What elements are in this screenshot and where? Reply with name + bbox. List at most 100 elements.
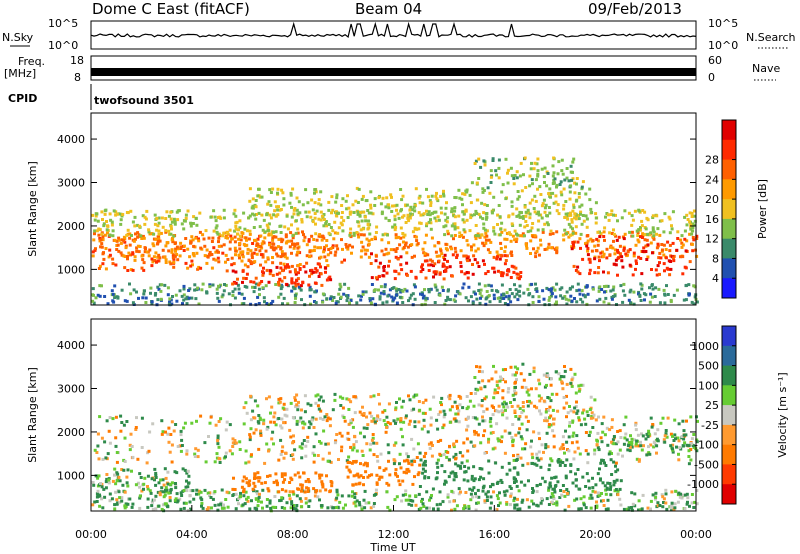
heatmap-cell bbox=[164, 261, 168, 264]
heatmap-cell bbox=[424, 276, 428, 280]
heatmap-cell bbox=[392, 458, 396, 462]
heatmap-cell bbox=[179, 433, 183, 437]
heatmap-cell bbox=[618, 448, 622, 452]
heatmap-cell bbox=[124, 502, 128, 506]
heatmap-cell bbox=[250, 453, 253, 457]
heatmap-cell bbox=[635, 262, 638, 265]
power-colorbar-label: Power [dB] bbox=[756, 179, 769, 239]
heatmap-cell bbox=[570, 378, 574, 382]
heatmap-cell bbox=[547, 396, 551, 400]
heatmap-cell bbox=[100, 436, 104, 440]
heatmap-cell bbox=[687, 455, 691, 458]
heatmap-cell bbox=[572, 157, 576, 161]
heatmap-cell bbox=[632, 290, 636, 294]
heatmap-cell bbox=[147, 449, 151, 453]
heatmap-cell bbox=[388, 422, 392, 426]
heatmap-cell bbox=[281, 238, 285, 242]
heatmap-cell bbox=[385, 415, 389, 419]
heatmap-cell bbox=[258, 418, 262, 422]
heatmap-cell bbox=[535, 463, 539, 467]
heatmap-cell bbox=[544, 416, 548, 420]
heatmap-cell bbox=[653, 432, 657, 436]
heatmap-cell bbox=[530, 439, 533, 443]
colorbar-segment bbox=[722, 365, 736, 386]
heatmap-cell bbox=[311, 220, 315, 224]
heatmap-cell bbox=[515, 378, 518, 382]
heatmap-cell bbox=[277, 283, 281, 287]
heatmap-cell bbox=[256, 499, 260, 503]
heatmap-cell bbox=[319, 246, 323, 250]
heatmap-cell bbox=[187, 474, 191, 478]
heatmap-cell bbox=[308, 255, 311, 259]
heatmap-cell bbox=[616, 452, 620, 456]
heatmap-cell bbox=[602, 285, 606, 288]
heatmap-cell bbox=[230, 263, 234, 267]
heatmap-cell bbox=[576, 409, 580, 413]
heatmap-cell bbox=[511, 224, 515, 227]
heatmap-cell bbox=[293, 207, 297, 210]
heatmap-cell bbox=[622, 507, 626, 511]
heatmap-cell bbox=[491, 447, 495, 451]
heatmap-cell bbox=[185, 295, 189, 299]
heatmap-cell bbox=[537, 431, 541, 435]
heatmap-cell bbox=[128, 282, 131, 286]
heatmap-cell bbox=[521, 463, 525, 467]
heatmap-cell bbox=[536, 157, 540, 161]
heatmap-cell bbox=[190, 259, 194, 263]
heatmap-cell bbox=[152, 244, 156, 248]
heatmap-cell bbox=[111, 479, 115, 483]
heatmap-cell bbox=[346, 296, 350, 300]
heatmap-cell bbox=[320, 480, 324, 484]
heatmap-cell bbox=[340, 449, 343, 453]
heatmap-cell bbox=[97, 233, 101, 237]
heatmap-cell bbox=[301, 426, 305, 430]
heatmap-cell bbox=[634, 421, 638, 425]
heatmap-cell bbox=[320, 283, 324, 287]
heatmap-cell bbox=[287, 493, 291, 497]
heatmap-cell bbox=[123, 490, 127, 494]
heatmap-cell bbox=[182, 244, 186, 248]
heatmap-cell bbox=[412, 395, 416, 399]
heatmap-cell bbox=[522, 378, 526, 382]
heatmap-cell bbox=[665, 435, 669, 439]
heatmap-cell bbox=[269, 203, 273, 207]
heatmap-cell bbox=[395, 301, 399, 305]
heatmap-cell bbox=[439, 401, 443, 404]
heatmap-cell bbox=[303, 394, 307, 398]
heatmap-cell bbox=[588, 268, 592, 272]
heatmap-cell bbox=[165, 210, 169, 214]
heatmap-cell bbox=[267, 280, 271, 284]
heatmap-cell bbox=[574, 199, 578, 203]
heatmap-cell bbox=[552, 434, 556, 438]
heatmap-cell bbox=[603, 226, 607, 230]
heatmap-cell bbox=[656, 428, 660, 432]
heatmap-cell bbox=[407, 498, 411, 502]
heatmap-cell bbox=[166, 505, 170, 509]
heatmap-cell bbox=[614, 470, 618, 474]
heatmap-cell bbox=[457, 420, 461, 424]
heatmap-cell bbox=[396, 257, 400, 261]
xtick-label: 00:00 bbox=[75, 528, 107, 541]
heatmap-cell bbox=[399, 290, 403, 294]
heatmap-cell bbox=[593, 271, 597, 275]
heatmap-cell bbox=[465, 437, 469, 441]
heatmap-cell bbox=[397, 216, 401, 220]
heatmap-cell bbox=[242, 475, 246, 479]
heatmap-cell bbox=[377, 265, 381, 269]
heatmap-cell bbox=[363, 215, 367, 219]
heatmap-cell bbox=[378, 418, 382, 422]
heatmap-cell bbox=[428, 407, 432, 411]
heatmap-cell bbox=[407, 422, 411, 426]
heatmap-cell bbox=[524, 186, 528, 189]
heatmap-cell bbox=[314, 270, 318, 274]
heatmap-cell bbox=[495, 422, 499, 426]
heatmap-cell bbox=[501, 183, 505, 187]
heatmap-cell bbox=[373, 302, 377, 306]
heatmap-cell bbox=[431, 487, 435, 491]
heatmap-cell bbox=[212, 209, 216, 213]
heatmap-cell bbox=[314, 417, 318, 421]
heatmap-cell bbox=[444, 299, 448, 302]
heatmap-cell bbox=[443, 470, 447, 474]
heatmap-cell bbox=[338, 395, 342, 399]
heatmap-cell bbox=[455, 256, 459, 259]
